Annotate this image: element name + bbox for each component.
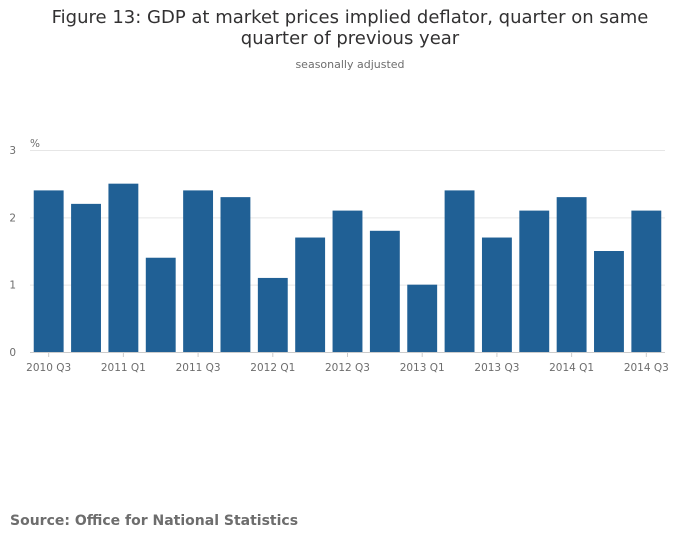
- y-tick-label: 1: [9, 280, 16, 292]
- x-tick-label: 2012 Q1: [250, 362, 295, 374]
- bar-2012-q3: [332, 210, 363, 352]
- bar-2013-q3: [481, 237, 512, 352]
- bar-2011-q3: [183, 190, 214, 352]
- bar-2012-q2: [295, 237, 326, 352]
- x-tick-label: 2014 Q3: [624, 362, 669, 374]
- chart-title: Figure 13: GDP at market prices implied …: [51, 7, 649, 49]
- bar-2014-q1: [556, 197, 587, 352]
- x-tick-label: 2010 Q3: [26, 362, 71, 374]
- x-tick-label: 2013 Q1: [400, 362, 445, 374]
- y-axis-ticks: 0 1 2 3: [9, 145, 16, 359]
- bar-2012-q1: [257, 277, 288, 352]
- x-tick-label: 2013 Q3: [474, 362, 519, 374]
- bar-2014-q3: [631, 210, 662, 352]
- x-tick-label: 2011 Q1: [101, 362, 146, 374]
- x-tick-label: 2014 Q1: [549, 362, 594, 374]
- bar-2012-q4: [369, 230, 400, 352]
- bar-2011-q4: [220, 197, 251, 352]
- bar-2010-q4: [71, 203, 101, 352]
- bar-2011-q2: [145, 257, 176, 352]
- bar-2013-q2: [444, 190, 475, 352]
- bar-2011-q1: [108, 183, 139, 352]
- y-tick-label: 0: [9, 347, 16, 359]
- y-tick-label: 2: [9, 212, 16, 224]
- y-tick-label: 3: [9, 145, 16, 157]
- bar-2013-q4: [519, 210, 550, 352]
- bar-2010-q3: [33, 190, 64, 352]
- source-note: Source: Office for National Statistics: [10, 513, 299, 529]
- y-axis-unit-label: %: [30, 138, 40, 150]
- bars: [33, 183, 662, 352]
- bar-2014-q2: [594, 251, 624, 352]
- bar-2013-q1: [407, 284, 438, 352]
- x-tick-label: 2011 Q3: [176, 362, 221, 374]
- x-tick-label: 2012 Q3: [325, 362, 370, 374]
- chart-subtitle: seasonally adjusted: [295, 58, 405, 71]
- x-axis-ticks: 2010 Q3 2011 Q1 2011 Q3 2012 Q1 2012 Q3 2013 …: [26, 352, 669, 374]
